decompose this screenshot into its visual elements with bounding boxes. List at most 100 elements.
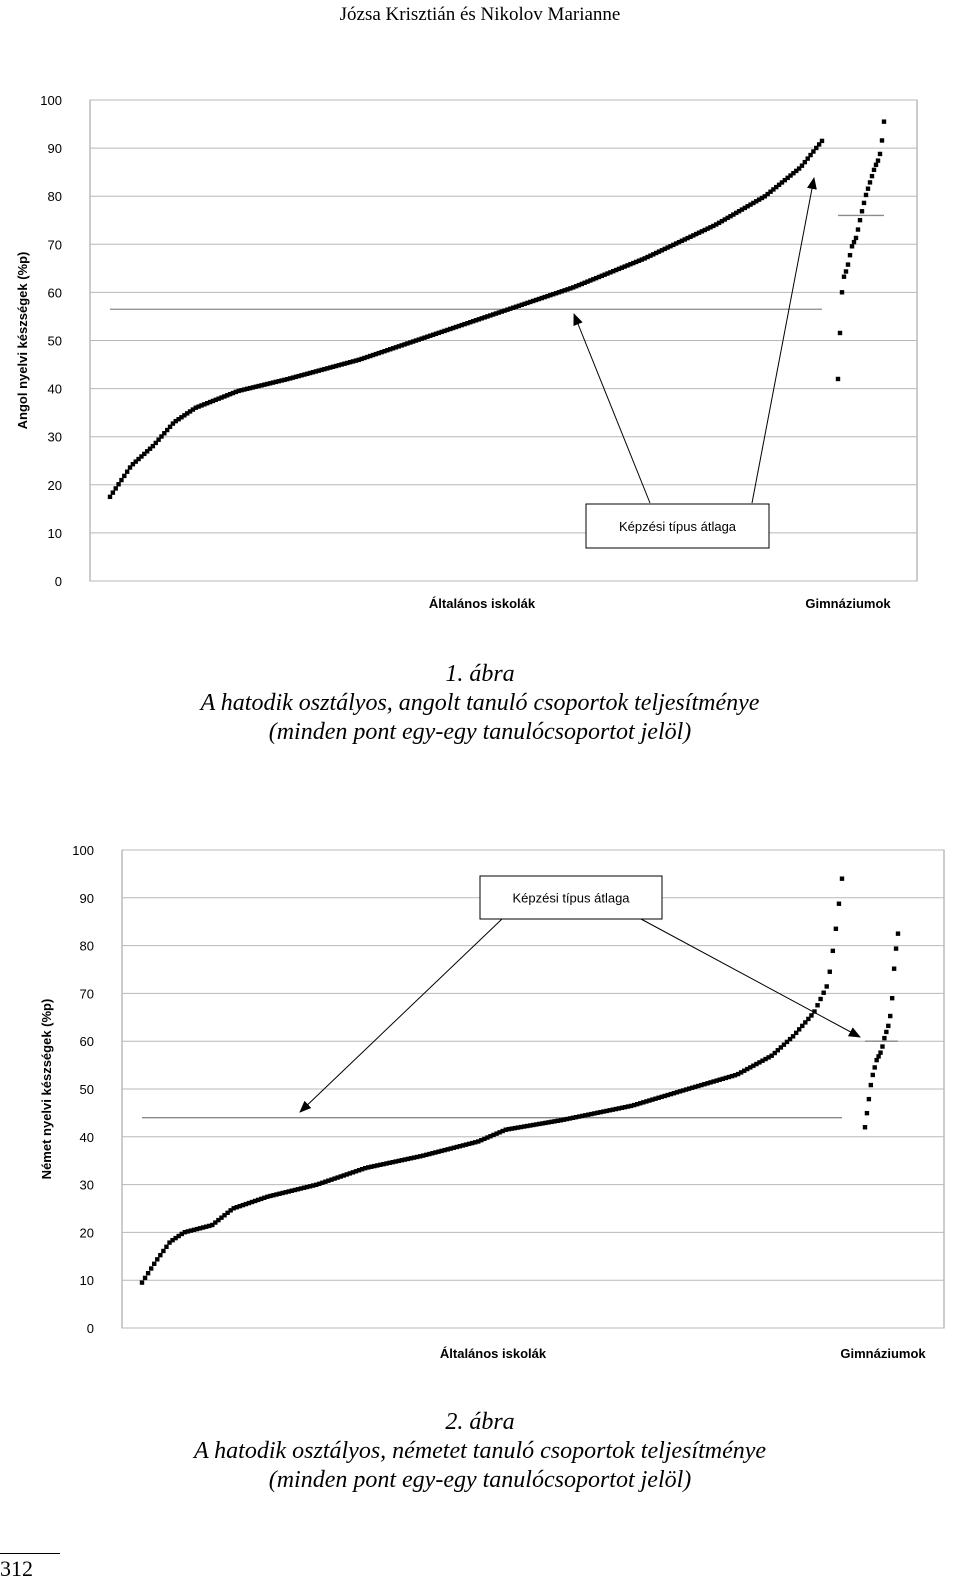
data-point	[818, 996, 823, 1002]
data-point	[491, 1132, 496, 1138]
data-point	[816, 142, 822, 147]
data-point	[193, 405, 198, 410]
data-point	[552, 1119, 557, 1124]
data-point	[799, 163, 805, 168]
data-point	[570, 1115, 576, 1121]
data-point	[359, 356, 364, 362]
data-point	[116, 482, 121, 487]
data-point	[205, 400, 210, 406]
data-point	[372, 1163, 377, 1169]
data-point	[699, 1082, 704, 1088]
data-point	[249, 1199, 255, 1205]
data-point	[317, 1181, 322, 1187]
data-point	[422, 335, 427, 340]
data-point	[122, 473, 127, 479]
data-point	[862, 1125, 868, 1130]
data-point	[876, 1054, 881, 1059]
data-point	[468, 320, 473, 325]
data-point	[436, 1149, 441, 1154]
data-point	[322, 366, 327, 372]
data-point	[233, 389, 239, 395]
data-point	[781, 1042, 787, 1047]
data-point	[182, 413, 187, 418]
data-point	[445, 1147, 450, 1152]
data-point	[227, 391, 233, 397]
y-tick-label: 0	[55, 574, 62, 589]
data-point	[271, 1193, 276, 1198]
data-point	[791, 171, 796, 176]
data-point	[711, 223, 716, 229]
data-point	[332, 1176, 337, 1181]
data-point	[757, 1060, 762, 1065]
data-point	[827, 969, 832, 974]
data-point	[613, 1106, 618, 1112]
data-point	[276, 379, 281, 384]
data-point	[720, 1076, 725, 1082]
data-point	[875, 158, 881, 163]
data-point	[482, 315, 487, 320]
data-point	[301, 1185, 307, 1190]
data-point	[641, 1100, 646, 1105]
data-point	[314, 1182, 319, 1187]
data-point	[153, 440, 158, 446]
data-point	[677, 1089, 683, 1094]
data-point	[824, 984, 829, 989]
data-point	[693, 1084, 698, 1090]
data-point	[219, 395, 224, 400]
data-point	[839, 876, 845, 881]
data-point	[881, 119, 887, 124]
data-point	[210, 398, 216, 404]
data-point	[502, 308, 507, 313]
data-point	[716, 220, 722, 226]
data-point	[299, 373, 304, 378]
data-point	[379, 349, 384, 355]
data-point	[871, 167, 877, 173]
data-point	[285, 376, 290, 382]
data-point	[430, 1151, 435, 1156]
data-point	[870, 1072, 875, 1078]
data-point	[250, 385, 256, 390]
data-point	[482, 1136, 487, 1142]
figure-2-caption: 2. ábra A hatodik osztályos, németet tan…	[0, 1408, 960, 1495]
data-point	[616, 266, 622, 272]
data-point	[396, 1158, 401, 1164]
data-point	[889, 995, 895, 1001]
data-point	[200, 1225, 206, 1230]
data-point	[519, 302, 524, 308]
data-point	[622, 264, 627, 269]
data-point	[345, 360, 350, 366]
data-point	[867, 180, 873, 185]
data-point	[155, 1257, 160, 1262]
data-point	[869, 173, 875, 179]
data-point	[843, 269, 849, 274]
data-point	[335, 1175, 340, 1180]
data-point	[427, 1151, 432, 1157]
data-point	[119, 477, 124, 483]
data-point	[139, 454, 144, 459]
data-point	[518, 1124, 524, 1130]
data-point	[476, 317, 482, 322]
data-point	[771, 187, 776, 192]
data-point	[267, 381, 273, 386]
data-point	[895, 931, 901, 936]
data-point	[534, 1122, 539, 1127]
data-point	[751, 200, 756, 206]
data-point	[631, 260, 636, 266]
data-point	[645, 254, 650, 260]
data-point	[847, 252, 853, 258]
data-point	[179, 415, 184, 420]
data-point	[479, 316, 484, 321]
data-point	[714, 1078, 719, 1083]
data-point	[399, 343, 404, 348]
data-point	[505, 307, 510, 312]
data-point	[499, 309, 504, 314]
data-point	[222, 394, 227, 399]
data-point	[176, 416, 181, 422]
data-point	[326, 1178, 331, 1183]
data-point	[754, 199, 759, 204]
data-point	[298, 1186, 304, 1191]
data-point	[586, 1112, 591, 1117]
data-point	[445, 327, 450, 333]
data-point	[230, 390, 236, 396]
data-point	[292, 1187, 298, 1193]
